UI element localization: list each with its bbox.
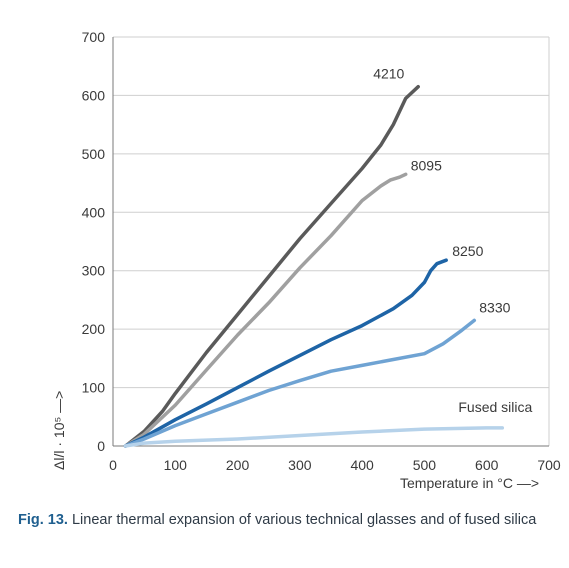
series-label-4210: 4210: [373, 66, 404, 82]
caption-text: Linear thermal expansion of various tech…: [67, 512, 537, 528]
x-tick-400: 400: [350, 457, 374, 473]
y-tick-labels: 0 100 200 300 400 500 600 700: [82, 29, 106, 454]
x-tick-0: 0: [109, 457, 117, 473]
chart-grid: [113, 36, 550, 447]
y-tick-300: 300: [82, 263, 106, 279]
series-line-8095: [123, 172, 408, 448]
series-label-fused-silica: Fused silica: [458, 399, 532, 415]
series-label-8250: 8250: [452, 243, 483, 259]
y-tick-600: 600: [82, 87, 106, 103]
series-line-4210: [123, 84, 420, 448]
x-tick-700: 700: [537, 457, 561, 473]
x-tick-300: 300: [288, 457, 312, 473]
figure-caption: Fig. 13. Linear thermal expansion of var…: [18, 511, 548, 530]
y-tick-500: 500: [82, 146, 106, 162]
x-tick-500: 500: [413, 457, 437, 473]
y-tick-200: 200: [82, 321, 106, 337]
series-line-fused-silica: [123, 426, 505, 448]
x-axis-label: Temperature in °C —>: [400, 475, 539, 491]
x-tick-200: 200: [226, 457, 250, 473]
series-labels: 4210 8095 8250 8330 Fused silica: [373, 66, 532, 415]
y-tick-0: 0: [97, 438, 105, 454]
series-lines: [123, 84, 505, 448]
x-tick-labels: 0 100 200 300 400 500 600 700: [109, 457, 561, 473]
series-line-8330: [123, 318, 477, 448]
x-tick-600: 600: [475, 457, 499, 473]
y-tick-700: 700: [82, 29, 106, 45]
x-tick-100: 100: [164, 457, 188, 473]
y-tick-100: 100: [82, 380, 106, 396]
series-line-8250: [123, 258, 448, 448]
chart-axes: [112, 37, 549, 447]
series-label-8330: 8330: [479, 299, 510, 315]
thermal-expansion-chart: 0 100 200 300 400 500 600 700 0 100 200 300 400 500 6…: [51, 29, 561, 491]
series-label-8095: 8095: [411, 157, 442, 173]
y-axis-label: Δl/l · 10⁵ —>: [51, 391, 67, 470]
figure-number: Fig. 13.: [18, 512, 68, 528]
y-tick-400: 400: [82, 204, 106, 220]
